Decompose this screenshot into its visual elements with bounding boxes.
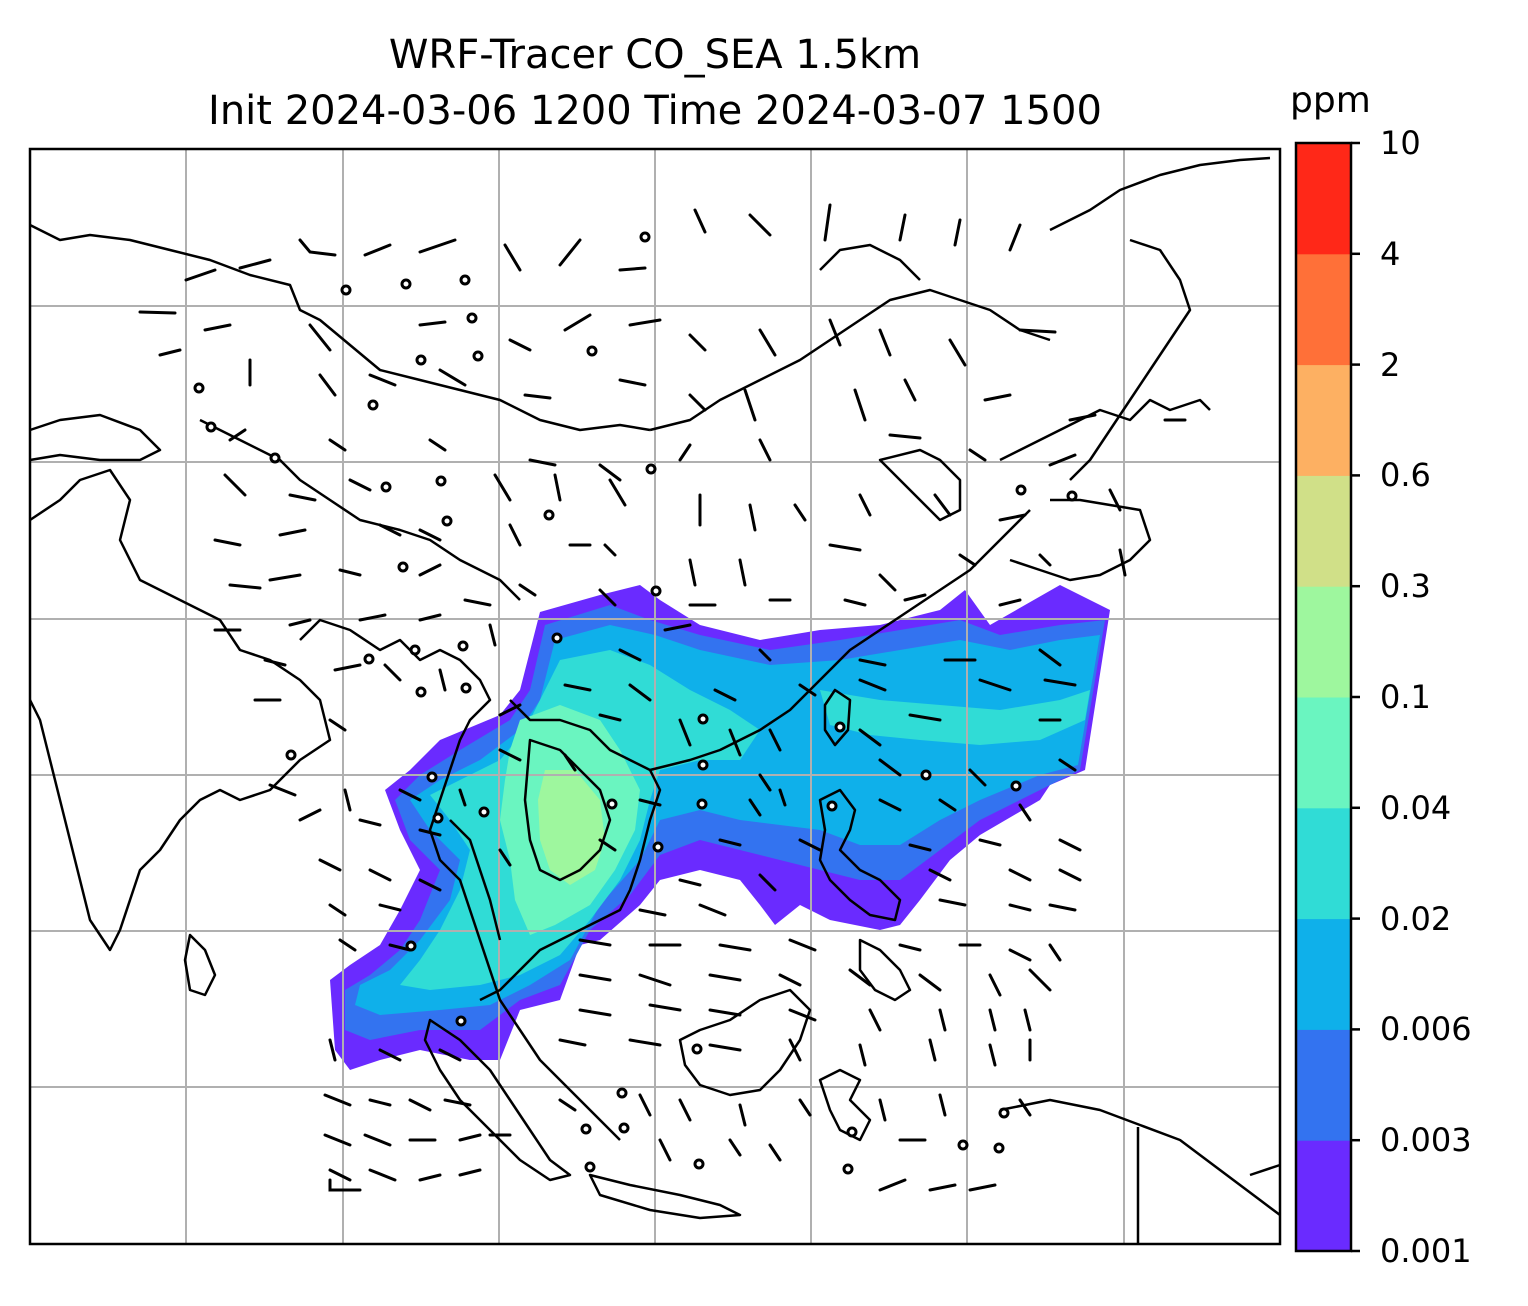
colorbar-segment [1296,918,1351,1030]
wind-barbs [138,203,1187,1192]
colorbar-tick-label: 0.1 [1380,678,1431,716]
colorbar-tick-label: 0.003 [1380,1121,1472,1160]
colorbar-tick-label: 0.006 [1380,1010,1472,1049]
colorbar-segment [1296,807,1351,920]
colorbar-segment [1296,586,1351,698]
colorbar-tick-label: 4 [1380,234,1401,273]
colorbar-segment [1296,143,1351,255]
colorbar-unit-label: ppm [1290,80,1371,121]
coastlines [28,156,1281,1244]
colorbar-tick-label: 0.02 [1380,899,1452,938]
plume-level-peak [538,770,605,885]
colorbar-tick-label: 0.3 [1380,567,1431,606]
plume-level-midhigh-east [820,690,1090,745]
colorbar [1294,141,1360,1253]
colorbar-tick-label: 0.6 [1380,456,1431,495]
colorbar-tick-label: 2 [1380,345,1401,384]
colorbar-segment [1296,253,1351,366]
colorbar-tick-label: 0.04 [1380,788,1452,827]
colorbar-segment [1296,364,1351,476]
colorbar-segment [1296,1140,1351,1252]
graticule [30,149,1280,1244]
calm-wind-markers [193,231,1078,1175]
chart-title-line1: WRF-Tracer CO_SEA 1.5km [388,32,922,78]
colorbar-tick-label: 10 [1380,124,1421,162]
map-frame [28,147,1282,1246]
colorbar-segment [1296,1029,1351,1141]
colorbar-segment [1296,475,1351,587]
colorbar-segment [1296,697,1351,809]
colorbar-tick-label: 0.001 [1380,1232,1472,1270]
chart-title-line2: Init 2024-03-06 1200 Time 2024-03-07 150… [208,88,1102,134]
